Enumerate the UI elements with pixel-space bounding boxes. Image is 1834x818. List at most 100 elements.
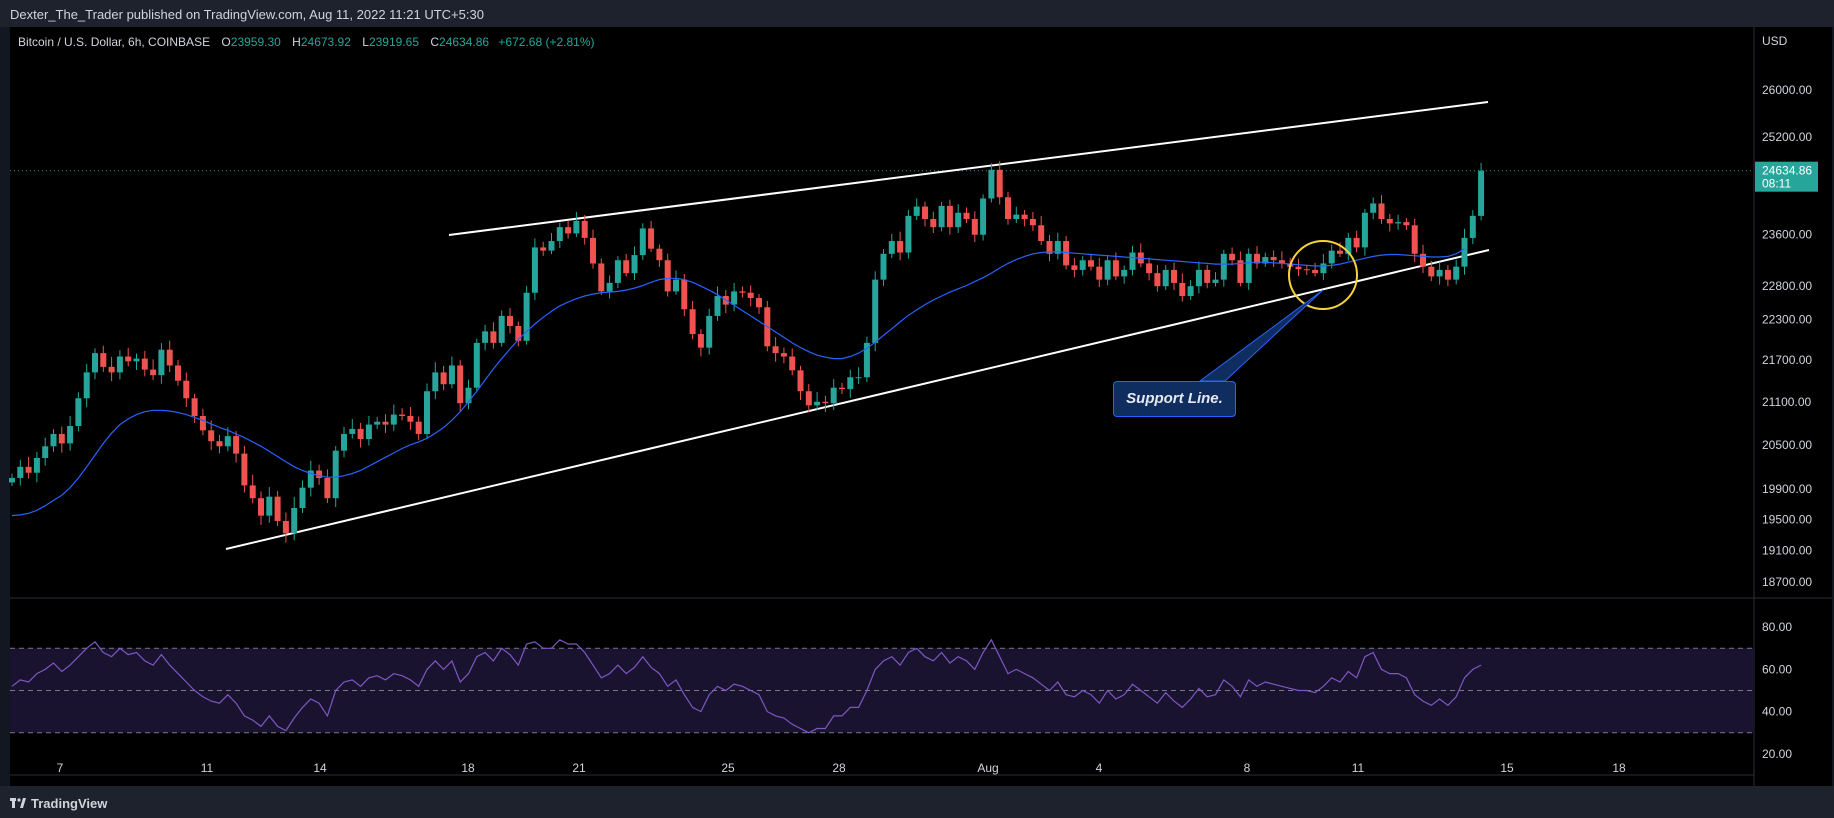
candle-body: [1378, 203, 1385, 219]
publisher-line: Dexter_The_Trader published on TradingVi…: [10, 7, 484, 22]
candle-body: [1005, 197, 1011, 219]
candle-body: [1254, 253, 1260, 264]
candle-body: [1337, 250, 1343, 254]
tradingview-logo[interactable]: TradingView: [10, 796, 107, 811]
candle-body: [399, 414, 406, 417]
candle-body: [324, 477, 331, 499]
candle-body: [1204, 269, 1211, 283]
open-value: 23959.30: [230, 35, 281, 49]
time-tick-label: 15: [1500, 761, 1514, 775]
candle-body: [747, 292, 754, 299]
rsi-tick-label: 60.00: [1762, 662, 1792, 676]
candle-body: [1262, 257, 1269, 264]
candle-body: [1021, 214, 1028, 219]
candle-body: [1029, 218, 1036, 226]
low-label: L: [362, 35, 369, 49]
candle-body: [33, 457, 40, 473]
candle-body: [83, 372, 90, 399]
candle-body: [1444, 269, 1451, 280]
candle-body: [1229, 253, 1236, 261]
candle-body: [1395, 222, 1402, 224]
candle-body: [1220, 253, 1227, 280]
candle-body: [424, 391, 430, 434]
candle-body: [648, 228, 655, 249]
candle-body: [988, 169, 995, 199]
price-tick-label: 19500.00: [1762, 512, 1812, 526]
candle-body: [839, 387, 845, 390]
candle-body: [183, 380, 190, 399]
candle-body: [1312, 269, 1319, 274]
candle-body: [58, 433, 65, 444]
candle-body: [531, 247, 538, 293]
price-tick-label: 19900.00: [1762, 482, 1812, 496]
candle-body: [905, 215, 912, 253]
channel-lower-line: [225, 249, 1490, 550]
candle-body: [756, 298, 762, 308]
candle-body: [349, 428, 356, 434]
candle-body: [100, 353, 107, 367]
high-value: 24673.92: [300, 35, 351, 49]
candle-body: [697, 334, 704, 348]
candle-body: [1121, 269, 1128, 277]
candles: [9, 161, 1485, 543]
candle-body: [291, 508, 298, 534]
candle-body: [208, 430, 215, 442]
footer-bar: TradingView: [0, 786, 1834, 818]
candle-body: [872, 279, 879, 343]
candle-body: [482, 331, 489, 343]
time-tick-label: 18: [461, 761, 475, 775]
time-tick-label: 28: [832, 761, 846, 775]
candle-body: [498, 315, 505, 343]
candle-body: [1428, 266, 1435, 277]
rsi-tick-label: 20.00: [1762, 747, 1792, 761]
candle-body: [731, 291, 738, 305]
candle-body: [365, 424, 372, 440]
candle-body: [565, 227, 572, 234]
candle-body: [888, 241, 895, 254]
candle-body: [639, 228, 646, 256]
candle-body: [133, 358, 140, 362]
symbol-label[interactable]: Bitcoin / U.S. Dollar, 6h, COINBASE: [18, 35, 211, 49]
candle-body: [233, 436, 240, 454]
candle-body: [523, 292, 530, 341]
candle-body: [673, 279, 679, 292]
time-tick-label: 18: [1612, 761, 1626, 775]
candle-body: [664, 260, 671, 292]
time-tick-label: 4: [1096, 761, 1103, 775]
candle-body: [1461, 237, 1468, 267]
candle-body: [50, 433, 57, 447]
candle-body: [681, 279, 688, 310]
high-label: H: [292, 35, 301, 49]
candle-body: [332, 450, 339, 499]
candle-body: [1171, 269, 1177, 283]
candle-body: [548, 241, 555, 251]
time-tick-label: 11: [201, 761, 214, 775]
price-tick-label: 19100.00: [1762, 543, 1812, 557]
candle-body: [955, 212, 962, 228]
candle-body: [814, 401, 821, 406]
candle-body: [780, 353, 787, 357]
candle-body: [258, 498, 264, 516]
price-tick-label: 21700.00: [1762, 353, 1812, 367]
candle-body: [1079, 260, 1086, 270]
candle-body: [299, 487, 306, 509]
candle-body: [614, 260, 621, 283]
support-line-callout[interactable]: Support Line.: [1113, 381, 1236, 417]
candle-body: [473, 342, 480, 388]
candle-body: [1353, 237, 1360, 248]
moving-average-line: [11, 248, 1465, 517]
last-price-value: 24634.86: [1762, 164, 1812, 178]
candle-body: [789, 356, 796, 371]
candle-body: [17, 466, 24, 478]
candle-body: [1303, 269, 1310, 271]
candle-body: [830, 387, 837, 404]
candle-body: [1278, 260, 1285, 264]
candle-body: [241, 453, 248, 486]
candle-body: [1453, 266, 1460, 280]
candle-body: [1104, 260, 1111, 280]
candle-body: [581, 220, 588, 238]
candle-body: [357, 428, 364, 440]
rsi-tick-label: 40.00: [1762, 705, 1792, 719]
candle-body: [1212, 279, 1219, 283]
